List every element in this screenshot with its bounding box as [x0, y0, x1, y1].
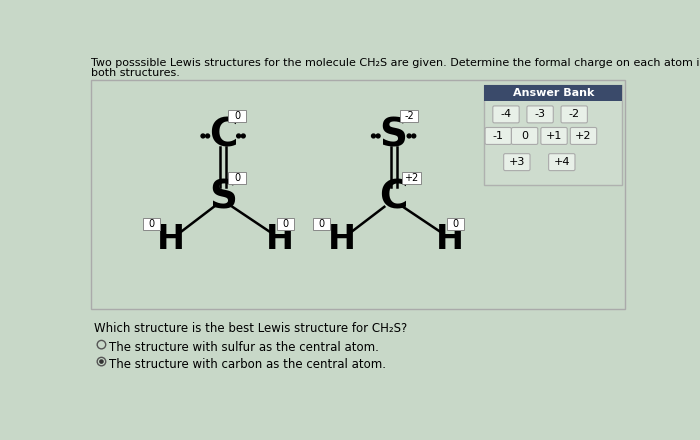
FancyBboxPatch shape [447, 217, 464, 230]
Text: 0: 0 [318, 219, 325, 229]
Text: 0: 0 [148, 219, 154, 229]
FancyBboxPatch shape [276, 217, 294, 230]
Text: Two posssible Lewis structures for the molecule CH₂S are given. Determine the fo: Two posssible Lewis structures for the m… [92, 58, 700, 68]
Text: The structure with carbon as the central atom.: The structure with carbon as the central… [109, 358, 386, 371]
Text: -2: -2 [568, 110, 580, 119]
Text: 0: 0 [234, 111, 240, 121]
FancyBboxPatch shape [512, 128, 538, 144]
FancyBboxPatch shape [143, 217, 160, 230]
Text: -2: -2 [405, 111, 414, 121]
FancyBboxPatch shape [484, 85, 622, 185]
FancyBboxPatch shape [484, 85, 622, 100]
FancyBboxPatch shape [485, 128, 512, 144]
Text: +3: +3 [509, 157, 525, 167]
FancyBboxPatch shape [493, 106, 519, 123]
Text: -4: -4 [500, 110, 512, 119]
FancyBboxPatch shape [527, 106, 553, 123]
Circle shape [237, 134, 241, 138]
Text: 0: 0 [521, 131, 528, 141]
Text: 0: 0 [453, 219, 459, 229]
Text: 0: 0 [282, 219, 288, 229]
Circle shape [99, 359, 104, 364]
FancyBboxPatch shape [228, 172, 246, 184]
Text: +2: +2 [405, 173, 419, 183]
Text: S: S [209, 179, 237, 216]
Text: H: H [266, 224, 294, 257]
FancyBboxPatch shape [549, 154, 575, 171]
FancyBboxPatch shape [228, 110, 246, 122]
Text: +1: +1 [546, 131, 562, 141]
Text: 0: 0 [234, 173, 240, 183]
Circle shape [412, 134, 416, 138]
FancyBboxPatch shape [570, 128, 596, 144]
Text: The structure with sulfur as the central atom.: The structure with sulfur as the central… [109, 341, 379, 354]
FancyBboxPatch shape [402, 172, 421, 184]
Text: -3: -3 [535, 110, 545, 119]
FancyBboxPatch shape [561, 106, 587, 123]
Circle shape [376, 134, 380, 138]
Text: H: H [328, 224, 356, 257]
Text: +2: +2 [575, 131, 592, 141]
Circle shape [407, 134, 411, 138]
Circle shape [201, 134, 205, 138]
Text: H: H [158, 224, 186, 257]
Text: C: C [209, 117, 237, 155]
Circle shape [241, 134, 245, 138]
Text: Which structure is the best Lewis structure for CH₂S?: Which structure is the best Lewis struct… [94, 322, 407, 335]
Circle shape [372, 134, 375, 138]
Circle shape [206, 134, 209, 138]
FancyBboxPatch shape [400, 110, 419, 122]
Text: both structures.: both structures. [92, 68, 181, 78]
Text: S: S [379, 117, 407, 155]
FancyBboxPatch shape [92, 80, 624, 309]
FancyBboxPatch shape [541, 128, 567, 144]
Text: -1: -1 [493, 131, 504, 141]
FancyBboxPatch shape [504, 154, 530, 171]
Text: +4: +4 [554, 157, 570, 167]
Text: C: C [379, 179, 408, 216]
FancyBboxPatch shape [313, 217, 330, 230]
Text: H: H [436, 224, 464, 257]
Text: Answer Bank: Answer Bank [512, 88, 594, 98]
